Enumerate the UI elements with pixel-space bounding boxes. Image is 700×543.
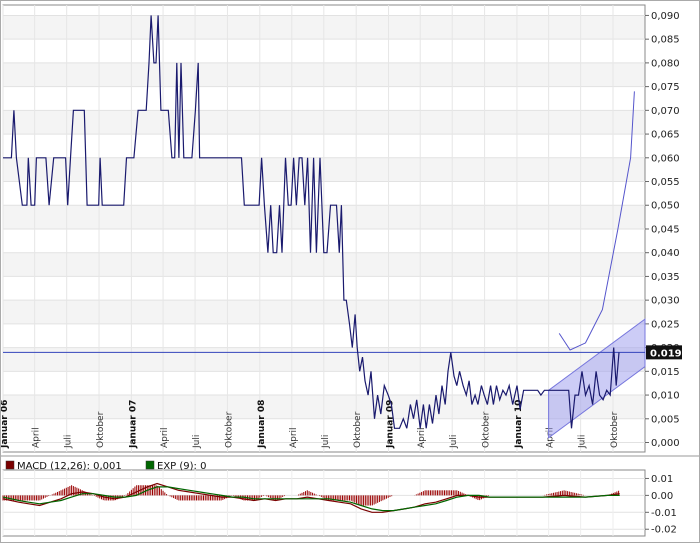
- ytick-label: 0,085: [651, 35, 680, 46]
- xtick-label: Oktober: [353, 411, 363, 448]
- current-value-tag: [646, 345, 682, 360]
- xtick-label: Juli: [449, 435, 459, 449]
- current-value-label: 0.019: [650, 348, 682, 359]
- xtick-label: Januar 10: [514, 400, 524, 449]
- xtick-label: April: [289, 427, 299, 448]
- ytick-label: 0,045: [651, 224, 680, 235]
- xtick-label: Oktober: [224, 411, 234, 448]
- xtick-label: Januar 09: [386, 400, 396, 449]
- projection-curve: [558, 91, 635, 351]
- xtick-label: Januar 08: [257, 400, 267, 449]
- ytick-label: 0,025: [651, 319, 680, 330]
- ytick-label: 0,040: [651, 248, 680, 259]
- price-series-line: [3, 15, 620, 429]
- exp-legend-label: EXP (9): 0: [157, 461, 206, 472]
- ytick-label: 0,075: [651, 82, 680, 93]
- ytick-label: 0,080: [651, 58, 680, 69]
- exp-legend-swatch: [145, 460, 155, 470]
- macd-legend-label: MACD (12,26): 0,001: [17, 461, 122, 472]
- ytick-label: 0,030: [651, 296, 680, 307]
- xtick-label: Oktober: [610, 411, 620, 448]
- macd-ytick-label: -0.02: [651, 525, 677, 536]
- xtick-label: Juli: [578, 435, 588, 449]
- ytick-label: 0,000: [651, 438, 680, 449]
- macd-ytick-label: -0.01: [651, 508, 677, 519]
- ytick-label: 0,090: [651, 11, 680, 22]
- xtick-label: Juli: [192, 435, 202, 449]
- xtick-label: Januar 07: [128, 400, 138, 449]
- ytick-label: 0,055: [651, 177, 680, 188]
- xtick-label: Oktober: [482, 411, 492, 448]
- ytick-label: 0,070: [651, 106, 680, 117]
- ytick-label: 0,010: [651, 391, 680, 402]
- macd-legend-swatch: [5, 460, 15, 470]
- signal-line: [2, 486, 620, 512]
- macd-ytick-label: 0.01: [651, 474, 673, 485]
- ytick-label: 0,065: [651, 130, 680, 141]
- xtick-label: Januar 06: [0, 400, 10, 449]
- ytick-label: 0,005: [651, 414, 680, 425]
- ytick-label: 0,060: [651, 153, 680, 164]
- xtick-label: Juli: [64, 435, 74, 449]
- ytick-label: 0,035: [651, 272, 680, 283]
- macd-ytick-label: 0.00: [651, 491, 673, 502]
- ytick-label: 0,015: [651, 367, 680, 378]
- xtick-label: April: [32, 427, 42, 448]
- xtick-label: Juli: [321, 435, 331, 449]
- xtick-label: April: [417, 427, 427, 448]
- xtick-label: Oktober: [96, 411, 106, 448]
- ytick-label: 0,050: [651, 201, 680, 212]
- xtick-label: April: [546, 427, 556, 448]
- xtick-label: April: [160, 427, 170, 448]
